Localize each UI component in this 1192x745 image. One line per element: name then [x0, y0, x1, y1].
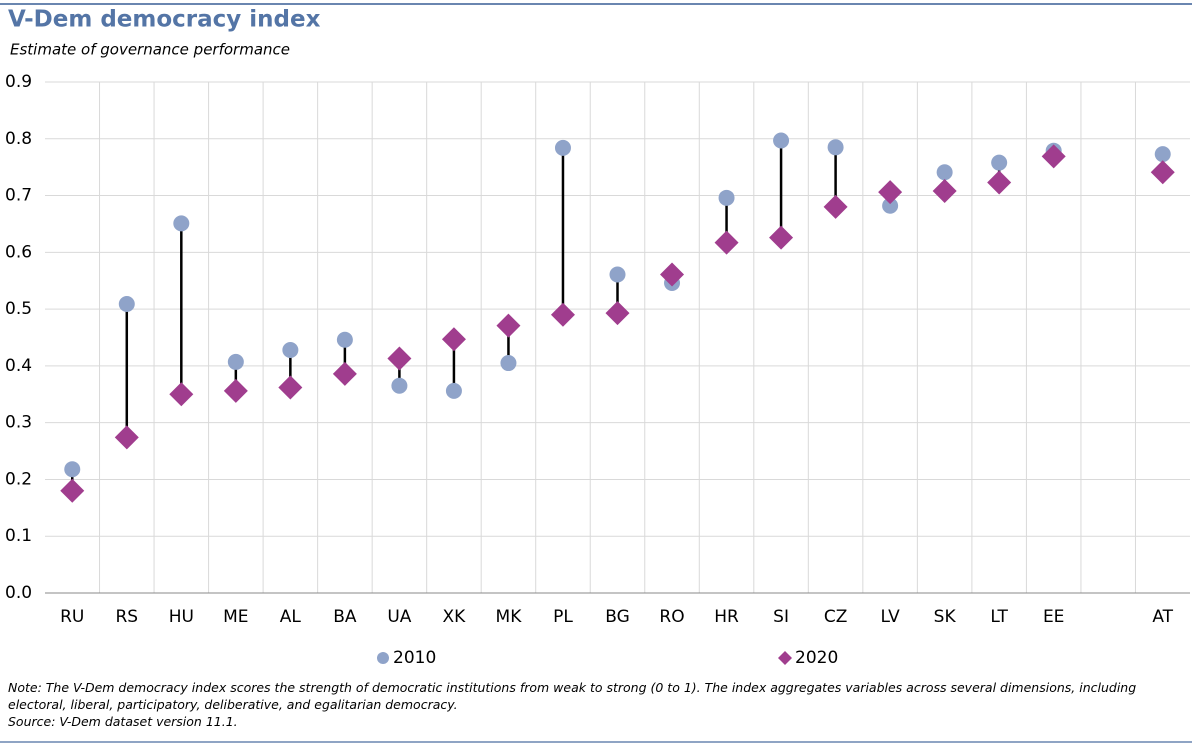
point	[496, 313, 521, 338]
x-tick-label: EE	[1043, 607, 1064, 627]
point	[223, 378, 248, 403]
point	[227, 353, 244, 370]
point	[932, 179, 957, 204]
y-tick-label: 0.6	[5, 242, 32, 262]
x-tick-label: LT	[990, 607, 1008, 627]
point	[660, 262, 685, 287]
legend-label: 2020	[795, 648, 838, 668]
point	[554, 139, 571, 156]
legend-label: 2010	[393, 648, 436, 668]
x-tick-label: ME	[223, 607, 248, 627]
point	[332, 361, 357, 386]
x-tick-label: RO	[659, 607, 684, 627]
x-tick-label: RS	[115, 607, 138, 627]
y-tick-label: 0.7	[5, 186, 32, 206]
point	[550, 302, 575, 327]
point	[605, 301, 630, 326]
x-tick-label: HR	[714, 607, 739, 627]
point	[391, 377, 408, 394]
x-tick-label: HU	[169, 607, 194, 627]
point	[609, 266, 626, 283]
point	[882, 197, 899, 214]
legend-marker	[778, 651, 792, 665]
point	[936, 164, 953, 181]
point	[336, 331, 353, 348]
point	[1041, 144, 1066, 169]
y-tick-label: 0.8	[5, 129, 32, 149]
point	[60, 478, 85, 503]
x-tick-label: SK	[934, 607, 957, 627]
y-tick-label: 0.2	[5, 469, 32, 489]
point	[1150, 160, 1175, 185]
point	[387, 346, 412, 371]
x-tick-label: AL	[280, 607, 302, 627]
x-tick-label: PL	[553, 607, 573, 627]
point	[169, 382, 194, 407]
y-tick-label: 0.0	[5, 583, 32, 603]
point	[114, 425, 139, 450]
point	[718, 189, 735, 206]
x-tick-label: SI	[773, 607, 789, 627]
x-tick-label: RU	[60, 607, 84, 627]
chart-title: V-Dem democracy index	[8, 7, 321, 33]
point	[823, 194, 848, 219]
point	[118, 296, 135, 313]
point	[987, 170, 1012, 195]
point	[773, 132, 790, 149]
point	[278, 375, 303, 400]
x-tick-label: AT	[1152, 607, 1173, 627]
point	[282, 341, 299, 358]
x-tick-label: UA	[387, 607, 411, 627]
point	[1154, 146, 1171, 163]
point	[878, 180, 903, 205]
point	[991, 154, 1008, 171]
x-tick-label: BG	[605, 607, 630, 627]
y-tick-label: 0.3	[5, 413, 32, 433]
point	[827, 139, 844, 156]
source: Source: V-Dem dataset version 11.1.	[8, 714, 238, 729]
y-tick-label: 0.1	[5, 526, 32, 546]
x-tick-label: BA	[333, 607, 357, 627]
point	[500, 355, 517, 372]
x-tick-label: LV	[881, 607, 901, 627]
legend-marker	[377, 652, 389, 664]
x-tick-label: MK	[496, 607, 523, 627]
chart-subtitle: Estimate of governance performance	[10, 41, 290, 59]
x-tick-label: XK	[443, 607, 467, 627]
note: Note: The V-Dem democracy index scores t…	[8, 680, 1137, 712]
point	[769, 225, 794, 250]
point	[441, 327, 466, 352]
notes: Note: The V-Dem democracy index scores t…	[8, 679, 1168, 730]
y-tick-label: 0.9	[5, 72, 32, 92]
point	[173, 215, 190, 232]
point	[445, 382, 462, 399]
point	[714, 230, 739, 255]
y-tick-label: 0.4	[5, 356, 32, 376]
y-tick-label: 0.5	[5, 299, 32, 319]
point	[64, 461, 81, 478]
x-tick-label: CZ	[824, 607, 848, 627]
